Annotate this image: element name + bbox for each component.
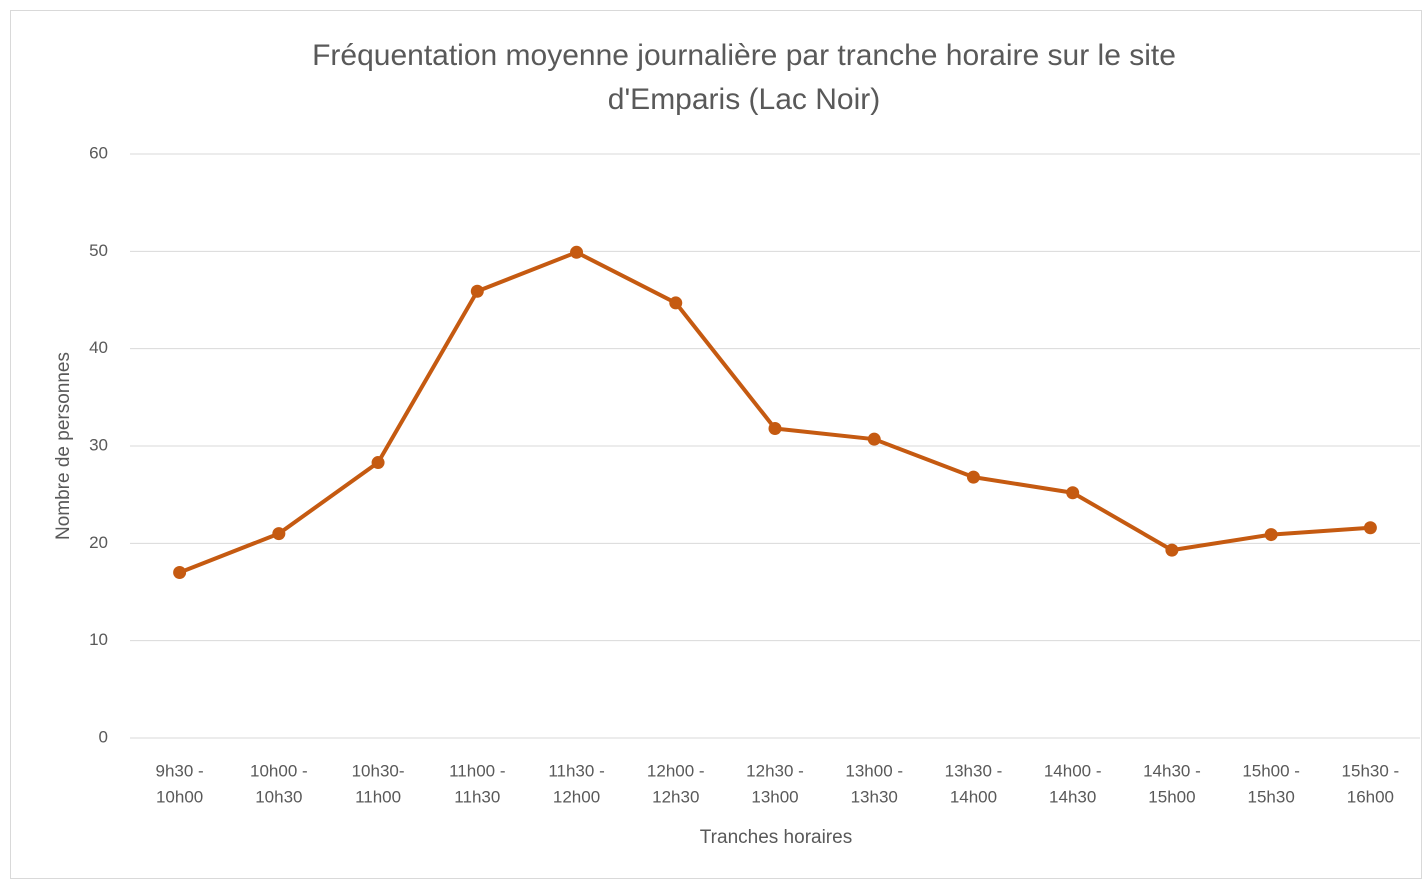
x-tick-label: 13h30 [851,787,898,806]
marker [867,432,881,446]
marker [470,284,484,298]
x-tick-label: 11h00 - [449,761,505,780]
x-tick-label: 13h30 - [945,761,1003,780]
y-tick-label: 20 [89,533,108,552]
x-tick-label: 11h30 - [548,761,604,780]
y-tick-label: 50 [89,241,108,260]
x-tick-label: 12h30 - [746,761,804,780]
x-tick-label: 9h30 - [156,761,204,780]
marker [1363,521,1377,535]
x-tick-label: 10h30- [352,761,405,780]
x-tick-label: 12h00 - [647,761,705,780]
chart-border [10,10,1422,879]
marker [1264,528,1278,542]
marker [1066,486,1080,500]
marker [173,566,187,580]
marker [570,245,584,259]
x-tick-label: 15h30 - [1342,761,1400,780]
x-tick-label: 14h00 - [1044,761,1102,780]
x-axis-label: Tranches horaires [700,827,852,848]
x-tick-label: 10h30 [255,787,302,806]
y-axis-label: Nombre de personnes [53,352,74,540]
x-tick-label: 12h30 [652,787,699,806]
x-tick-label: 14h00 [950,787,997,806]
x-tick-label: 10h00 - [250,761,308,780]
chart-title: Fréquentation moyenne journalière par tr… [312,39,1176,72]
x-tick-label: 10h00 [156,787,203,806]
marker [669,296,683,310]
x-tick-label: 12h00 [553,787,600,806]
chart-title: d'Emparis (Lac Noir) [608,83,880,116]
x-tick-label: 13h00 - [845,761,903,780]
x-tick-label: 11h00 [355,787,401,806]
x-tick-label: 15h30 [1248,787,1295,806]
y-tick-label: 0 [99,727,108,746]
x-tick-label: 14h30 [1049,787,1096,806]
marker [966,470,980,484]
marker [1165,543,1179,557]
x-tick-label: 16h00 [1347,787,1394,806]
y-tick-label: 30 [89,435,108,454]
x-tick-label: 13h00 [751,787,798,806]
marker [272,527,286,541]
y-tick-label: 40 [89,338,108,357]
x-tick-label: 14h30 - [1143,761,1201,780]
marker [371,456,385,470]
x-tick-label: 15h00 - [1242,761,1300,780]
y-tick-label: 60 [89,143,108,162]
x-tick-label: 15h00 [1148,787,1195,806]
y-tick-label: 10 [89,630,108,649]
marker [768,421,782,435]
x-tick-label: 11h30 [454,787,500,806]
